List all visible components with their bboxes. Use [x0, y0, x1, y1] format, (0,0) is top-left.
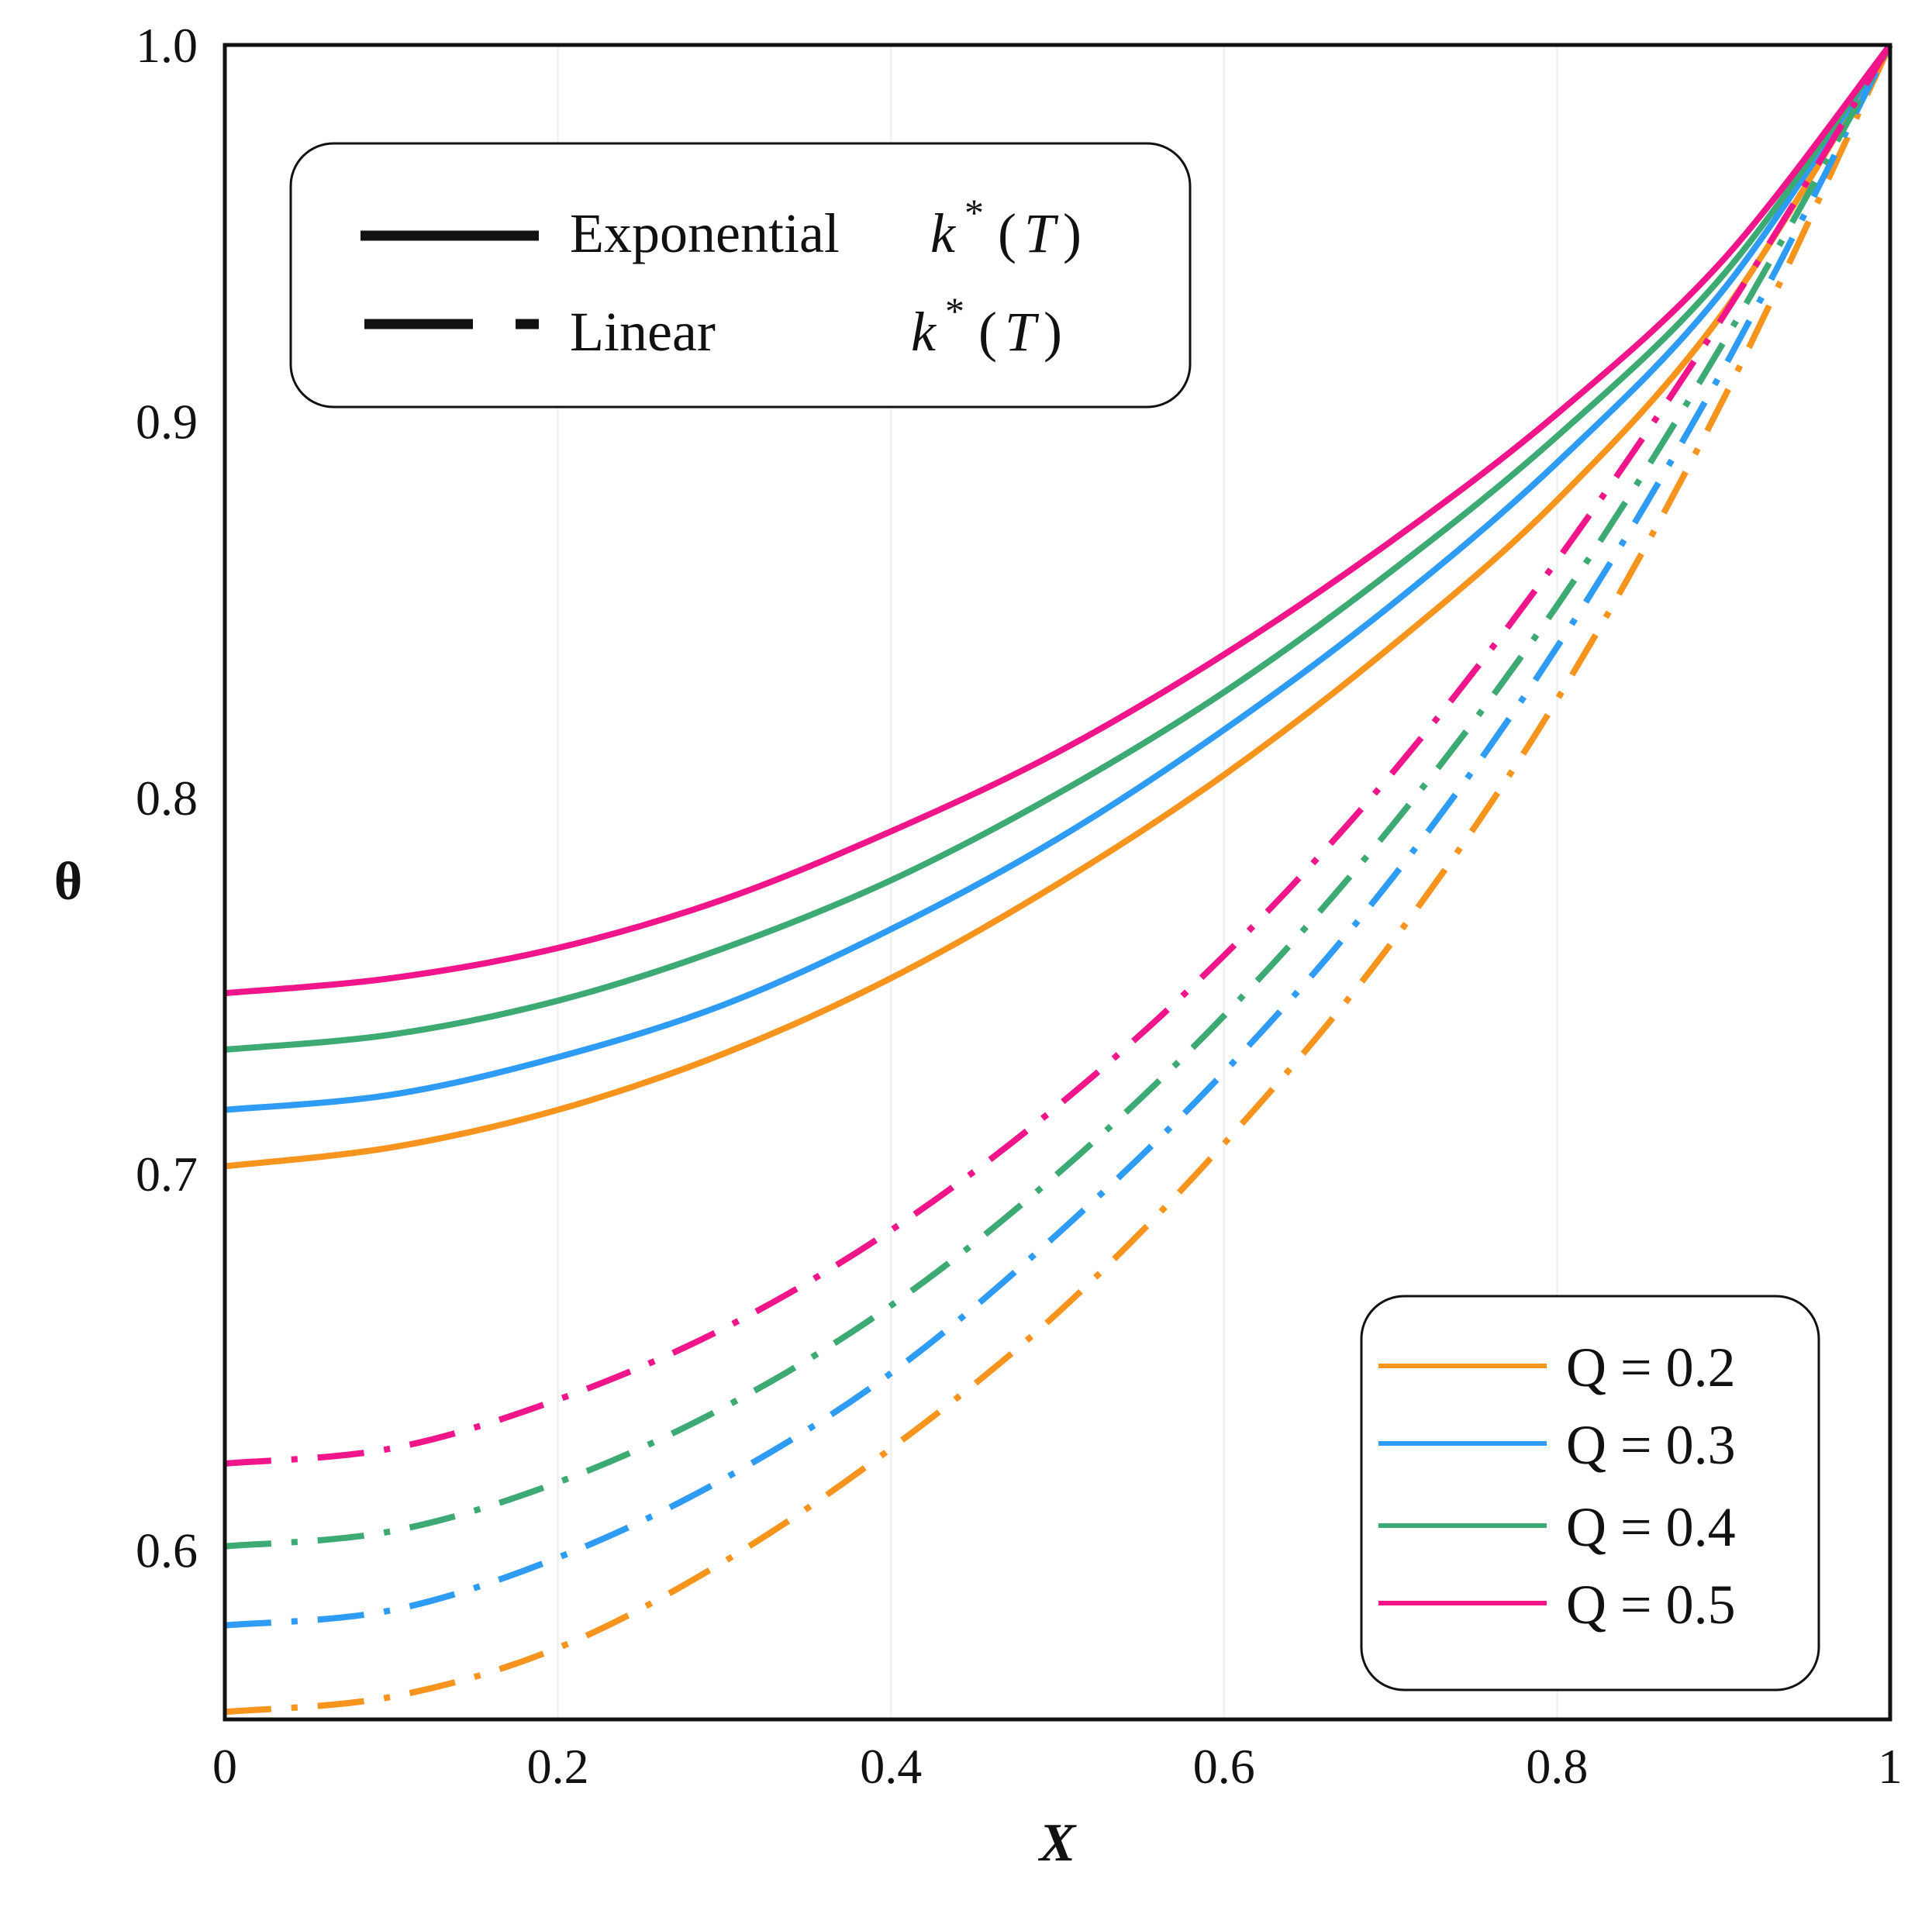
color-legend-box [1360, 1295, 1820, 1691]
legend-linear-label: Linear [570, 301, 716, 363]
series-lines [224, 43, 1893, 1716]
y-tick-label: 0.8 [136, 771, 198, 826]
x-tick-label: 0.4 [860, 1739, 922, 1794]
y-tick-label: 0.9 [136, 394, 198, 449]
legend-linear-math: k * ( T ) [911, 289, 1062, 363]
x-tick-label: 0.8 [1526, 1739, 1588, 1794]
legend-q02-label: Q = 0.2 [1566, 1336, 1736, 1398]
legend-exponential-label: Exponential [570, 202, 840, 264]
legend-q03-label: Q = 0.3 [1566, 1414, 1736, 1476]
x-tick-label: 1 [1878, 1739, 1903, 1794]
x-tick-label: 0.6 [1193, 1739, 1255, 1794]
style-legend: Exponential k * ( T ) Linear k * ( T ) [289, 142, 1192, 409]
legend-exponential-math: k * ( T ) [930, 191, 1082, 264]
series-line-linear-q-0-3 [224, 43, 1893, 1629]
series-line-linear-q-0-4 [224, 43, 1893, 1550]
y-tick-label: 0.7 [136, 1147, 198, 1202]
y-tick-label: 1.0 [136, 18, 198, 73]
x-tick-labels: 0 0.2 0.4 0.6 0.8 1 [212, 1739, 1903, 1794]
y-tick-label: 0.6 [136, 1523, 198, 1578]
x-axis-title: X [1038, 1813, 1078, 1873]
plot-frame [223, 43, 1892, 1722]
style-legend-box [289, 142, 1192, 409]
y-axis-title: θ [54, 852, 83, 912]
legend-q04-label: Q = 0.4 [1566, 1496, 1736, 1558]
series-line-exponential-q-0-3 [224, 43, 1893, 1113]
color-legend: Q = 0.2 Q = 0.3 Q = 0.4 Q = 0.5 [1360, 1295, 1820, 1691]
series-line-exponential-q-0-5 [224, 43, 1893, 997]
series-line-exponential-q-0-4 [224, 43, 1893, 1053]
y-tick-labels: 0.6 0.7 0.8 0.9 1.0 [136, 18, 198, 1578]
x-tick-label: 0 [212, 1739, 237, 1794]
series-line-exponential-q-0-2 [224, 43, 1893, 1170]
series-line-linear-q-0-2 [224, 43, 1893, 1716]
legend-q05-label: Q = 0.5 [1566, 1574, 1736, 1636]
x-tick-label: 0.2 [527, 1739, 589, 1794]
